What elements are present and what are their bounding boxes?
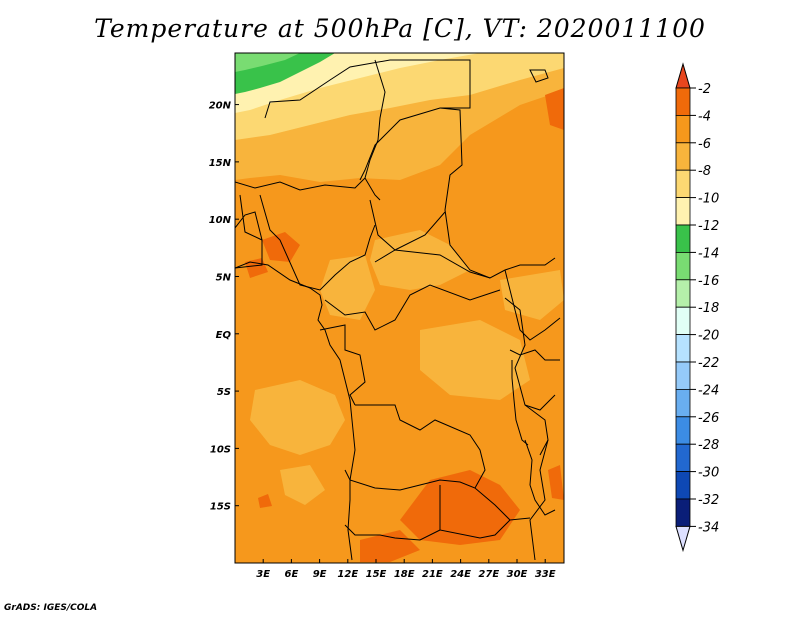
colorbar-swatch — [675, 251, 691, 281]
coastline — [235, 69, 556, 561]
lon-tick-label: 21E — [422, 569, 443, 580]
colorbar-level-label: -8 — [698, 164, 711, 179]
colorbar-level-label: -14 — [698, 246, 719, 261]
lon-tick-label: 33E — [535, 569, 556, 580]
lon-tick-label: 15E — [366, 569, 387, 580]
colorbar-swatch — [675, 471, 691, 500]
colorbar-level-label: -16 — [698, 274, 719, 289]
colorbar-level-label: -2 — [698, 82, 711, 97]
colorbar-level-label: -20 — [698, 329, 719, 344]
colorbar-swatch — [675, 498, 691, 527]
grads-credit: GrADS: IGES/COLA — [4, 603, 98, 613]
colorbar-swatch — [675, 87, 691, 116]
lon-tick-label: 12E — [337, 569, 358, 580]
colorbar: -2 -4 -6 -8 -10 -12 -14 -16 -18 -20 -22 -24 -26 -28 -3… — [675, 62, 719, 553]
colorbar-swatch — [675, 306, 691, 336]
lat-tick-label: 20N — [209, 101, 232, 112]
lon-tick-label: 6E — [285, 569, 299, 580]
colorbar-swatch — [675, 169, 691, 198]
lon-tick-label: 3E — [256, 569, 270, 580]
colorbar-level-label: -12 — [698, 219, 719, 234]
colorbar-bottom-arrow — [675, 525, 691, 553]
map-title: Temperature at 500hPa [C], VT: 202001110… — [94, 14, 706, 43]
colorbar-swatch — [675, 224, 691, 253]
lon-tick-label: 24E — [450, 569, 471, 580]
latitude-axis: 20N 15N 10N 5N EQ 5S 10S 15S — [209, 101, 239, 513]
colorbar-level-label: -30 — [698, 466, 719, 481]
colorbar-swatch — [675, 279, 691, 308]
colorbar-swatch — [675, 334, 691, 363]
colorbar-top-arrow — [675, 62, 691, 89]
lat-tick-label: 10S — [210, 444, 231, 455]
lat-tick-label: 5N — [216, 272, 232, 283]
colorbar-level-label: -18 — [698, 301, 719, 316]
colorbar-level-label: -22 — [698, 356, 719, 371]
colorbar-swatch — [675, 443, 691, 473]
colorbar-swatch — [675, 142, 691, 171]
colorbar-level-label: -28 — [698, 438, 719, 453]
colorbar-swatch — [675, 361, 691, 390]
colorbar-swatch — [675, 416, 691, 445]
lat-tick-label: 15N — [209, 158, 232, 169]
lon-tick-label: 27E — [478, 569, 499, 580]
lat-tick-label: 5S — [217, 387, 231, 398]
temperature-field — [235, 53, 564, 563]
lon-tick-label: 9E — [313, 569, 327, 580]
map-frame — [234, 52, 565, 564]
colorbar-level-label: -4 — [698, 109, 711, 124]
colorbar-level-label: -26 — [698, 411, 719, 426]
colorbar-swatch — [675, 197, 691, 226]
lat-tick-label: 15S — [210, 502, 231, 513]
colorbar-swatch — [675, 115, 691, 144]
colorbar-level-label: -24 — [698, 383, 719, 398]
colorbar-level-label: -34 — [698, 520, 719, 535]
lon-tick-label: 18E — [394, 569, 415, 580]
longitude-axis: 3E 6E 9E 12E 15E 18E 21E 24E 27E 30E 33E — [256, 559, 556, 580]
colorbar-level-label: -6 — [698, 137, 711, 152]
country-borders — [235, 59, 561, 561]
colorbar-level-label: -32 — [698, 493, 719, 508]
lon-tick-label: 30E — [507, 569, 528, 580]
lat-tick-label: EQ — [216, 330, 232, 341]
colorbar-swatch — [675, 388, 691, 418]
lat-tick-label: 10N — [209, 215, 232, 226]
colorbar-level-label: -10 — [698, 192, 719, 207]
